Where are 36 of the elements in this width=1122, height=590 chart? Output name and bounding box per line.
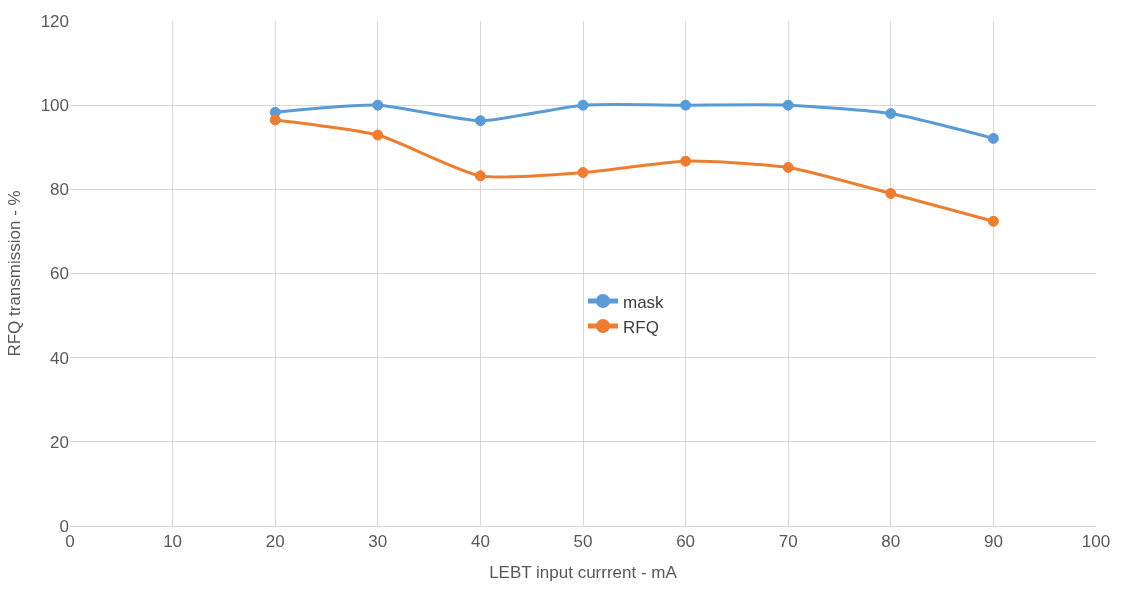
y-tick-label: 40 (50, 348, 69, 368)
point (577, 99, 589, 111)
x-axis-title: LEBT input currrent - mA (489, 562, 678, 582)
point (782, 161, 794, 173)
y-tick-label: 80 (50, 180, 69, 200)
x-tick-label: 80 (881, 532, 901, 552)
x-tick-label: 40 (470, 532, 490, 552)
y-tick-label: 20 (50, 432, 69, 452)
point (885, 108, 897, 120)
point (372, 129, 384, 141)
y-tick-label: 60 (50, 264, 69, 284)
y-tick-label: 120 (40, 11, 69, 31)
point (885, 188, 897, 200)
point (680, 155, 692, 167)
y-tick-label: 0 (59, 516, 69, 536)
point (987, 132, 999, 144)
point (269, 114, 281, 126)
point (680, 99, 692, 111)
x-tick-label: 60 (676, 532, 696, 552)
point (987, 215, 999, 227)
point (474, 170, 486, 182)
x-tick-label: 20 (265, 532, 285, 552)
legend-label: RFQ (623, 317, 659, 337)
y-tick-label: 100 (40, 96, 69, 116)
x-tick-label: 30 (368, 532, 388, 552)
point (577, 167, 589, 178)
point (782, 99, 794, 111)
x-tick-label: 10 (163, 532, 183, 552)
point (474, 115, 486, 127)
point (372, 99, 384, 111)
y-axis-title: RFQ transmission - % (5, 190, 25, 357)
x-tick-label: 70 (778, 532, 798, 552)
legend-label: mask (623, 292, 665, 312)
x-tick-label: 50 (573, 532, 593, 552)
x-tick-label: 90 (983, 532, 1003, 552)
x-tick-label: 100 (1081, 532, 1111, 552)
